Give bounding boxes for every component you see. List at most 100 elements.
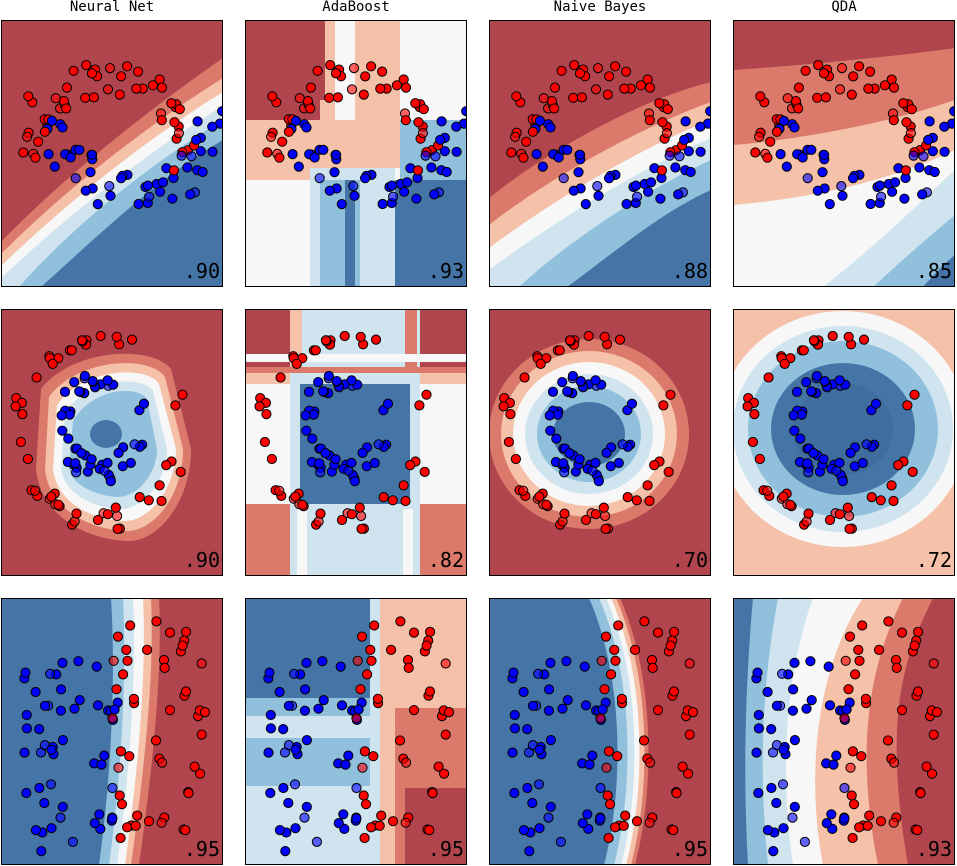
- point-blue: [544, 410, 555, 421]
- point-red: [564, 335, 576, 346]
- point-red: [112, 631, 124, 642]
- point-blue: [674, 151, 685, 162]
- point-red: [440, 658, 451, 669]
- point-red: [427, 788, 438, 799]
- point-red: [639, 616, 650, 627]
- point-blue: [167, 193, 178, 204]
- point-red: [122, 822, 133, 833]
- point-blue: [30, 686, 41, 698]
- point-red: [115, 832, 126, 844]
- point-red: [883, 616, 894, 627]
- point-red: [154, 480, 165, 491]
- point-blue: [534, 744, 545, 755]
- point-red: [754, 131, 765, 142]
- point-red: [874, 644, 885, 656]
- point-red: [602, 89, 613, 100]
- point-blue: [346, 375, 357, 386]
- point-blue: [518, 825, 530, 836]
- point-red: [559, 508, 570, 519]
- point-blue: [580, 199, 591, 210]
- point-red: [603, 832, 614, 844]
- point-red: [15, 436, 26, 448]
- point-red: [374, 820, 385, 831]
- point-red: [642, 480, 653, 491]
- point-blue: [597, 704, 608, 715]
- point-red: [519, 372, 530, 383]
- point-blue: [778, 823, 789, 834]
- point-red: [305, 82, 317, 93]
- point-red: [665, 389, 676, 400]
- point-red: [150, 735, 162, 746]
- point-red: [66, 345, 77, 356]
- point-red: [836, 63, 848, 74]
- point-blue: [386, 180, 397, 191]
- point-blue: [57, 735, 69, 746]
- point-blue: [679, 134, 690, 146]
- point-red: [668, 825, 679, 836]
- point-red: [511, 91, 522, 102]
- point-red: [576, 92, 588, 103]
- point-blue: [775, 149, 786, 160]
- point-red: [378, 492, 389, 503]
- point-red: [114, 89, 125, 100]
- point-red: [671, 788, 682, 799]
- point-blue: [507, 747, 518, 758]
- point-red: [549, 103, 560, 114]
- point-red: [620, 810, 631, 821]
- point-blue: [534, 115, 546, 127]
- panel-frame: [489, 20, 711, 287]
- point-red: [30, 152, 41, 163]
- point-red: [68, 65, 79, 76]
- point-red: [357, 762, 368, 773]
- point-red: [46, 491, 57, 502]
- point-blue: [138, 398, 150, 409]
- point-blue: [685, 166, 696, 178]
- point-blue: [207, 121, 218, 132]
- point-red: [408, 627, 420, 638]
- point-red: [765, 136, 776, 147]
- point-blue: [545, 657, 556, 669]
- point-red: [864, 810, 875, 821]
- point-blue: [823, 661, 834, 672]
- region: [420, 504, 467, 576]
- panel-naive-bayes-moons: .88: [489, 20, 711, 287]
- point-red: [834, 509, 846, 520]
- point-red: [22, 453, 33, 465]
- point-red: [108, 655, 119, 666]
- point-blue: [801, 377, 812, 388]
- point-blue: [399, 186, 410, 197]
- point-blue: [626, 398, 638, 409]
- region: [403, 509, 413, 576]
- point-blue: [831, 750, 842, 761]
- point-red: [131, 83, 142, 94]
- point-blue: [771, 797, 782, 809]
- point-blue: [85, 167, 96, 178]
- point-red: [424, 825, 435, 836]
- point-red: [506, 147, 517, 158]
- point-red: [400, 82, 412, 93]
- point-blue: [289, 668, 300, 679]
- point-red: [372, 693, 383, 705]
- point-red: [610, 822, 621, 833]
- point-red: [439, 768, 450, 779]
- point-red: [568, 92, 579, 103]
- point-red: [549, 82, 561, 93]
- point-blue: [795, 433, 806, 444]
- point-red: [856, 751, 867, 762]
- point-red: [355, 331, 366, 342]
- point-blue: [265, 723, 276, 734]
- point-red: [386, 644, 397, 656]
- point-blue: [799, 836, 811, 847]
- point-red: [375, 83, 386, 94]
- point-red: [30, 485, 41, 496]
- point-red: [866, 492, 877, 503]
- point-red: [755, 91, 766, 102]
- point-blue: [107, 813, 118, 824]
- point-blue: [547, 386, 559, 398]
- point-red: [124, 751, 135, 762]
- point-blue: [824, 700, 836, 711]
- point-red: [107, 713, 118, 724]
- point-red: [22, 131, 33, 142]
- point-blue: [55, 812, 66, 823]
- point-red: [762, 152, 773, 163]
